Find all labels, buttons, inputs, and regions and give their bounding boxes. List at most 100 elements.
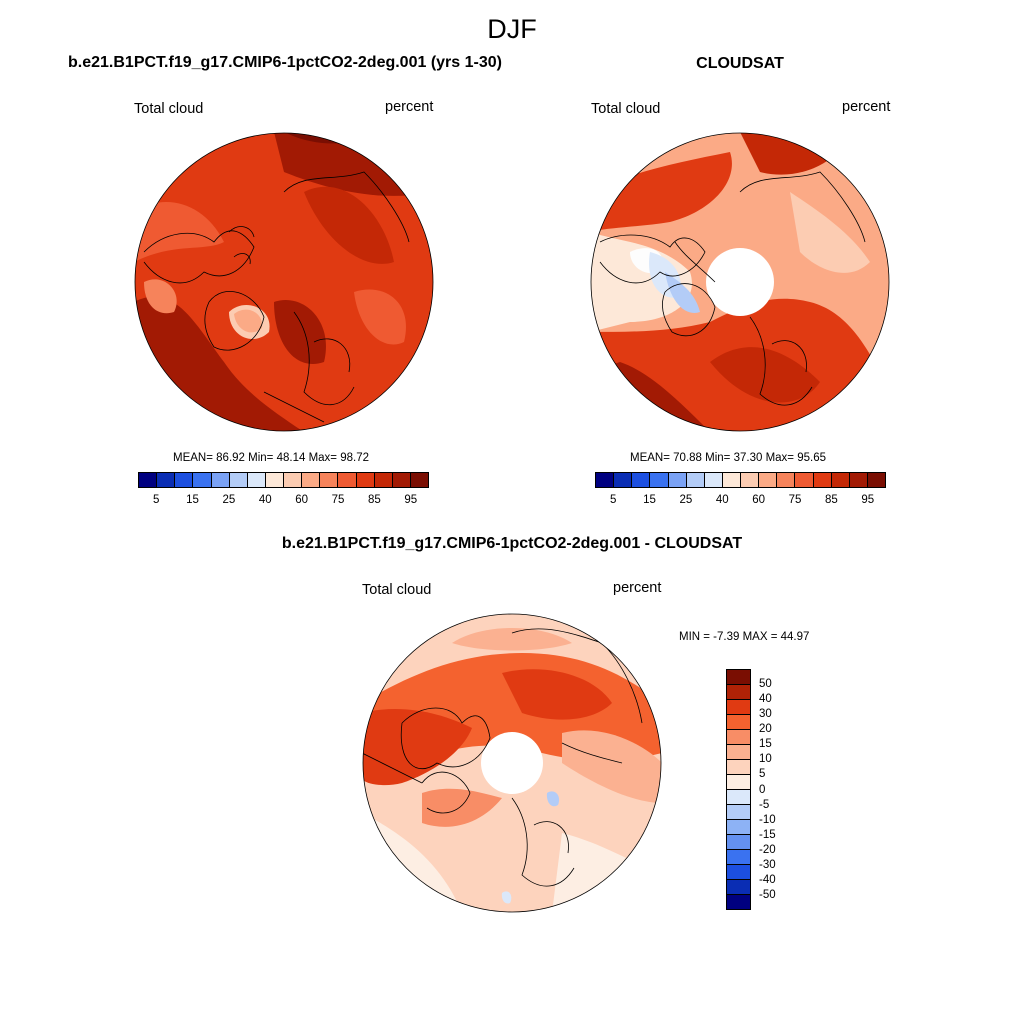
colorbar-swatch [392,473,411,487]
colorbar-tick-label: 30 [759,708,772,721]
obs-max-label: Max= [765,452,795,464]
diff-colorbar [726,669,751,910]
colorbar-tick-label: 15 [643,494,656,506]
colorbar-tick-label: -50 [759,888,776,901]
obs-colorbar [595,472,886,488]
colorbar-tick-label: 40 [759,693,772,706]
colorbar-swatch [302,473,321,487]
model-mean-label: MEAN= [173,452,213,464]
colorbar-swatch [831,473,850,487]
colorbar-swatch [727,730,750,745]
colorbar-tick-label: 85 [825,494,838,506]
colorbar-swatch [704,473,723,487]
colorbar-tick-label: 20 [759,723,772,736]
obs-units-label: percent [842,99,891,115]
model-min-value: 48.14 [276,452,306,464]
colorbar-tick-label: 60 [295,494,309,506]
colorbar-tick-label: -40 [759,873,776,886]
colorbar-tick-label: 60 [752,494,766,506]
obs-min-label: Min= [705,452,731,464]
colorbar-swatch [727,745,750,760]
diff-polar-map [362,613,662,913]
colorbar-swatch [265,473,284,487]
colorbar-swatch [247,473,266,487]
colorbar-tick-label: 5 [609,494,617,506]
figure-title: DJF [487,14,537,44]
colorbar-swatch [668,473,687,487]
colorbar-swatch [777,473,796,487]
obs-stats: MEAN= 70.88 Min= 37.30 Max= 95.65 [630,452,826,464]
colorbar-tick-label: -30 [759,858,776,871]
diff-units-label: percent [613,580,662,596]
colorbar-swatch [356,473,375,487]
model-colorbar-ticks: 5 15 25 40 60 75 85 95 [138,494,429,508]
colorbar-tick-label: 5 [152,494,160,506]
colorbar-swatch [727,790,750,805]
colorbar-tick-label: 75 [331,494,345,506]
colorbar-tick-label: -20 [759,843,776,856]
colorbar-tick-label: 0 [759,783,766,796]
model-stats: MEAN= 86.92 Min= 48.14 Max= 98.72 [173,452,369,464]
colorbar-tick-label: 25 [679,494,693,506]
colorbar-swatch [650,473,669,487]
colorbar-tick-label: 95 [404,494,418,506]
colorbar-swatch [727,820,750,835]
model-polar-map [134,132,434,432]
obs-min-value: 37.30 [733,452,763,464]
obs-polar-map [590,132,890,432]
colorbar-swatch [727,895,750,909]
model-max-label: Max= [308,452,338,464]
obs-mean-value: 70.88 [673,452,702,464]
colorbar-tick-label: 10 [759,753,772,766]
colorbar-swatch [849,473,868,487]
colorbar-swatch [596,473,615,487]
colorbar-swatch [759,473,778,487]
colorbar-tick-label: 40 [715,494,729,506]
colorbar-swatch [157,473,176,487]
colorbar-swatch [722,473,741,487]
colorbar-tick-label: 25 [222,494,236,506]
model-colorbar [138,472,429,488]
colorbar-swatch [795,473,814,487]
colorbar-swatch [229,473,248,487]
obs-mean-label: MEAN= [630,452,670,464]
colorbar-swatch [867,473,885,487]
model-max-value: 98.72 [340,452,370,464]
colorbar-swatch [193,473,212,487]
colorbar-swatch [175,473,194,487]
obs-panel-title: CLOUDSAT [696,55,784,72]
diff-panel-title: b.e21.B1PCT.f19_g17.CMIP6-1pctCO2-2deg.0… [281,535,743,552]
colorbar-swatch [338,473,357,487]
colorbar-tick-label: 5 [759,768,766,781]
colorbar-swatch [727,850,750,865]
colorbar-tick-label: 15 [186,494,199,506]
colorbar-tick-label: -5 [759,798,770,811]
obs-variable-label: Total cloud [591,101,661,117]
colorbar-swatch [374,473,393,487]
colorbar-swatch [727,670,750,685]
obs-colorbar-ticks: 5 15 25 40 60 75 85 95 [595,494,886,508]
colorbar-swatch [727,805,750,820]
colorbar-swatch [727,715,750,730]
diff-colorbar-ticks: 50 40 30 20 15 10 5 0 -5 -10 -15 -20 -30 -40 -50 [759,669,799,910]
colorbar-tick-label: 40 [258,494,272,506]
colorbar-swatch [727,880,750,895]
colorbar-tick-label: 85 [368,494,381,506]
diff-variable-label: Total cloud [362,582,432,598]
colorbar-swatch [813,473,832,487]
model-variable-label: Total cloud [134,101,204,117]
colorbar-swatch [727,685,750,700]
obs-max-value: 95.65 [797,452,827,464]
colorbar-swatch [727,835,750,850]
colorbar-tick-label: 75 [788,494,802,506]
colorbar-tick-label: 95 [861,494,875,506]
colorbar-swatch [727,775,750,790]
colorbar-swatch [139,473,158,487]
model-mean-value: 86.92 [216,452,245,464]
colorbar-swatch [632,473,651,487]
diff-stats: MIN = -7.39 MAX = 44.97 [679,631,810,643]
colorbar-swatch [727,865,750,880]
colorbar-swatch [614,473,633,487]
colorbar-tick-label: 50 [759,678,772,691]
colorbar-swatch [727,760,750,775]
